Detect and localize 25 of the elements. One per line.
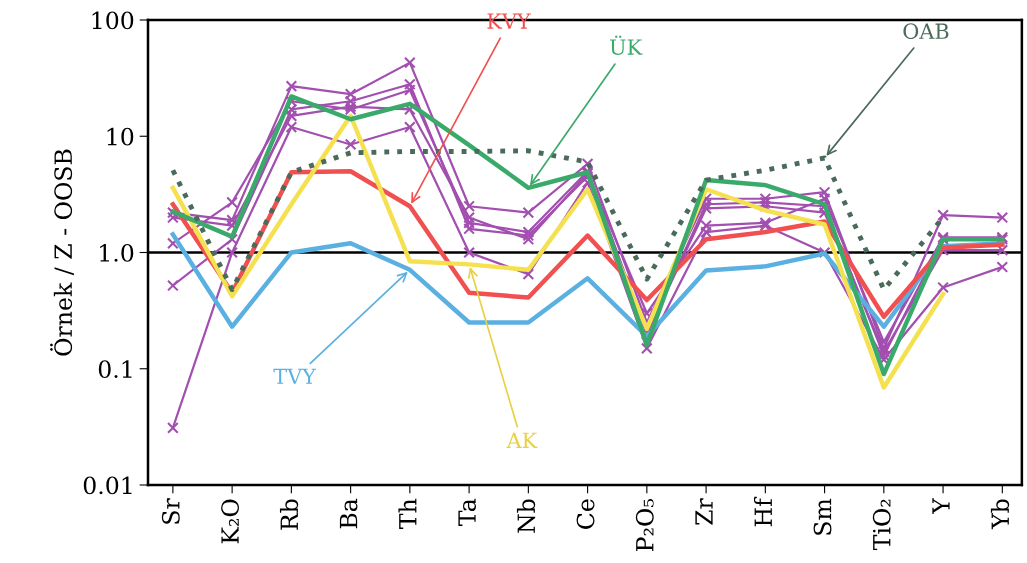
x-tick-label: Y [932,497,950,515]
x-tick-label: Sr [161,498,180,524]
annotation: OAB [903,23,949,40]
x-tick-label: TiO₂ [872,499,891,551]
y-tick-label: 10 [107,127,134,146]
x-tick-label: Sm [813,498,832,535]
x-tick-label: Zr [695,498,713,525]
x-tick-label: Nb [516,499,536,533]
x-tick-label: Yb [990,499,1010,530]
annotation: TVY [273,368,317,384]
annotation: ÜK [609,35,643,55]
y-tick-label: 100 [92,11,134,30]
x-tick-label: Hf [753,496,772,527]
x-tick-label: K₂O [221,499,239,544]
annotation: AK [506,432,538,448]
x-tick-label: P₂O₅ [635,499,654,552]
x-tick-label: Ba [339,498,358,529]
y-axis-title: Örnek / Z - OOSB [50,149,74,356]
y-tick-label: 0.01 [83,476,132,495]
x-tick-label: Th [398,498,417,529]
x-tick-label: Ce [576,499,595,529]
y-tick-label: 0.1 [98,360,132,379]
y-tick-label: 1.0 [100,243,134,262]
x-tick-label: Rb [279,499,299,530]
x-tick-label: Ta [458,498,476,526]
